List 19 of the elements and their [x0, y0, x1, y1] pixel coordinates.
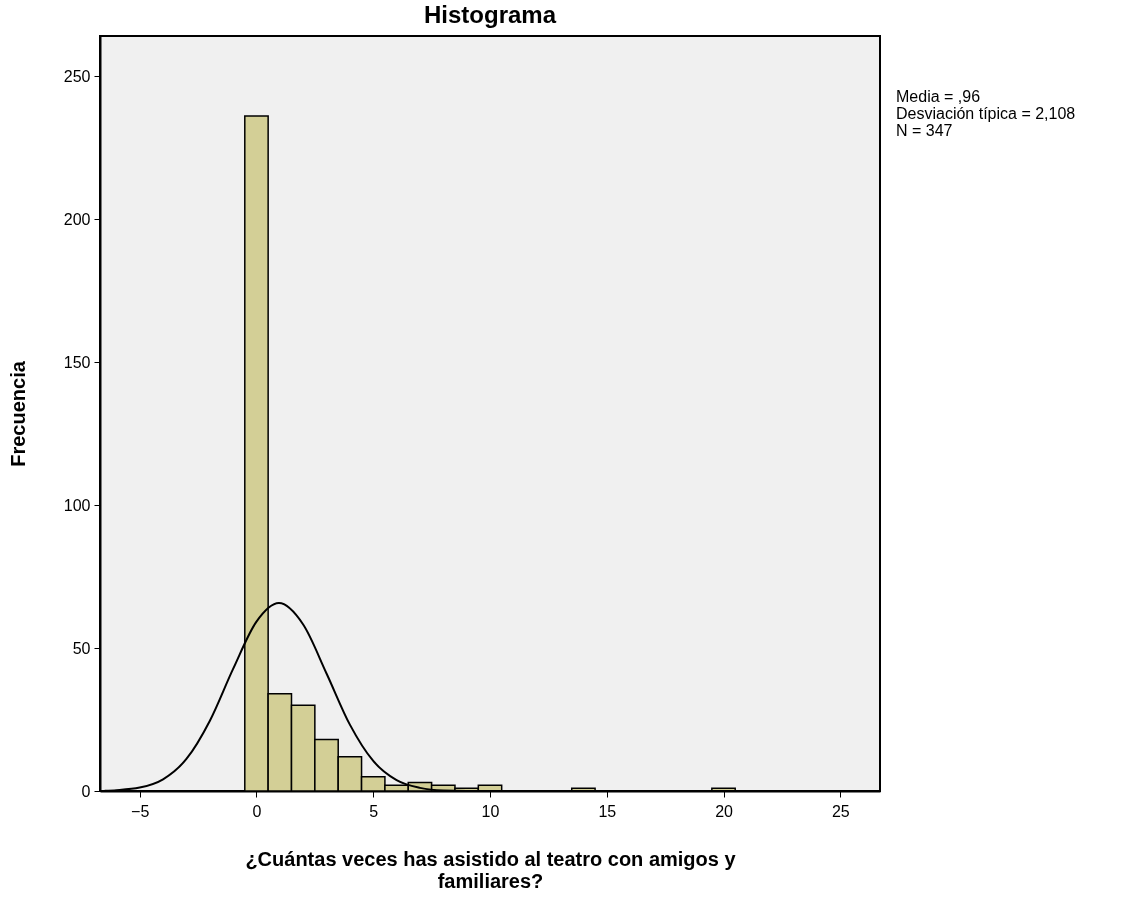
x-tick-label: 15 [598, 802, 617, 820]
y-tick-label: 150 [63, 353, 91, 371]
y-tick-label: 200 [63, 210, 91, 228]
x-tick-label: 20 [715, 802, 734, 820]
x-tick-label: 0 [252, 802, 262, 820]
text: Media = ,96 [896, 88, 982, 105]
x-tick-label: 25 [831, 802, 850, 820]
y-tick-label: 250 [63, 67, 91, 85]
x-tick-label: 10 [481, 802, 500, 820]
y-axis-title: Frecuencia [6, 360, 29, 467]
y-tick-label: 100 [63, 496, 91, 514]
text: Desviación típica = 2,108 [896, 105, 1076, 122]
x-tick-label: −5 [131, 802, 150, 820]
chart-title: Histograma [423, 1, 557, 28]
x-axis-title: ¿Cuántas veces has asistido al teatro con amigos y familiares? [245, 847, 737, 892]
y-tick-label: 50 [72, 639, 91, 657]
y-tick-label: 0 [81, 782, 91, 800]
text: N = 347 [896, 122, 954, 139]
x-tick-label: 5 [369, 802, 379, 820]
